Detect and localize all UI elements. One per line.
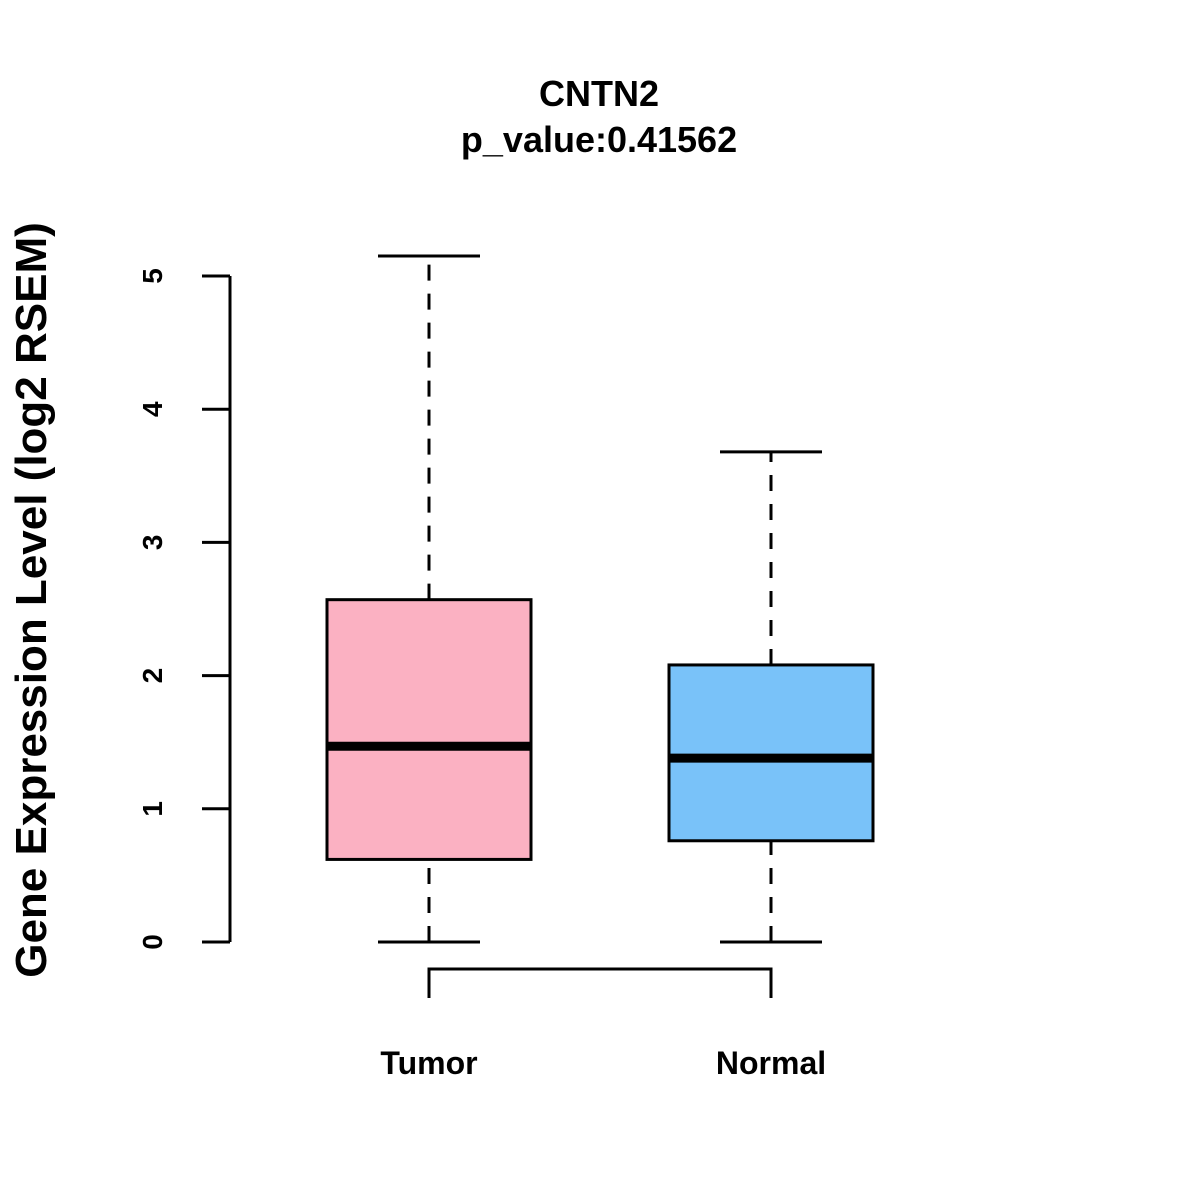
y-tick-label: 2: [137, 668, 168, 684]
x-category-label: Normal: [716, 1045, 826, 1081]
bracket-line: [427, 967, 773, 998]
y-tick-label: 5: [137, 268, 168, 284]
x-category-label: Tumor: [380, 1045, 477, 1081]
iqr-box: [667, 663, 875, 843]
comparison-bracket: [427, 967, 773, 998]
chart-title: CNTN2: [539, 73, 659, 114]
y-tick-label: 4: [137, 401, 168, 417]
y-tick-label: 1: [137, 801, 168, 817]
iqr-box: [325, 598, 533, 861]
y-tick-label: 0: [137, 934, 168, 950]
box-tumor: [325, 254, 533, 944]
chart-subtitle: p_value:0.41562: [461, 119, 737, 160]
y-tick-label: 3: [137, 535, 168, 551]
y-ticks: 0 1 2 3 4 5: [137, 268, 230, 950]
boxes: [325, 254, 875, 944]
y-axis-label: Gene Expression Level (log2 RSEM): [7, 222, 56, 978]
x-category-labels: Tumor Normal: [380, 1045, 826, 1081]
box-normal: [667, 450, 875, 944]
